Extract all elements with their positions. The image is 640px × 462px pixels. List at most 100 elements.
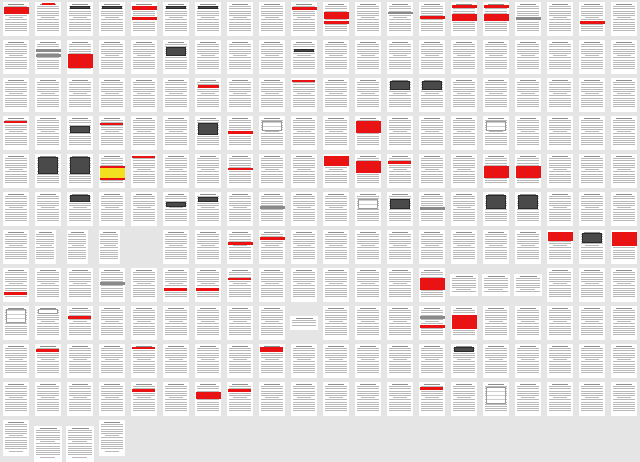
page-thumbnail[interactable] (579, 230, 605, 264)
page-thumbnail[interactable] (611, 382, 637, 416)
page-thumbnail[interactable] (195, 382, 221, 416)
page-thumbnail[interactable] (163, 230, 189, 264)
page-thumbnail[interactable] (99, 268, 125, 302)
page-thumbnail[interactable] (227, 306, 253, 340)
page-thumbnail[interactable] (611, 2, 637, 36)
page-thumbnail[interactable] (419, 2, 445, 36)
page-thumbnail[interactable] (483, 40, 509, 74)
page-thumbnail[interactable] (323, 2, 349, 36)
page-thumbnail[interactable] (227, 192, 253, 226)
page-thumbnail[interactable] (227, 116, 253, 150)
page-thumbnail[interactable] (67, 116, 93, 150)
page-thumbnail[interactable] (195, 116, 221, 150)
page-thumbnail[interactable] (67, 268, 93, 302)
page-thumbnail[interactable] (611, 116, 637, 150)
page-thumbnail[interactable] (291, 40, 317, 74)
page-thumbnail[interactable] (547, 40, 573, 74)
page-thumbnail[interactable] (579, 40, 605, 74)
page-thumbnail[interactable] (291, 382, 317, 416)
page-thumbnail[interactable] (227, 40, 253, 74)
page-thumbnail[interactable] (291, 268, 317, 302)
page-thumbnail[interactable] (355, 344, 381, 378)
page-thumbnail[interactable] (387, 306, 413, 340)
page-thumbnail[interactable] (3, 40, 29, 74)
page-thumbnail[interactable] (259, 382, 285, 416)
page-thumbnail[interactable] (195, 2, 221, 36)
page-thumbnail[interactable] (35, 2, 61, 36)
page-thumbnail[interactable] (3, 382, 29, 416)
page-thumbnail[interactable] (99, 78, 125, 112)
page-thumbnail[interactable] (451, 382, 477, 416)
page-thumbnail[interactable] (163, 344, 189, 378)
page-thumbnail[interactable] (291, 78, 317, 112)
page-thumbnail[interactable] (227, 154, 253, 188)
page-thumbnail[interactable] (579, 306, 605, 340)
page-thumbnail[interactable] (483, 116, 509, 150)
page-thumbnail[interactable] (323, 230, 349, 264)
page-thumbnail[interactable] (99, 154, 125, 188)
page-thumbnail[interactable] (387, 78, 413, 112)
page-thumbnail[interactable] (67, 78, 93, 112)
page-thumbnail[interactable] (547, 78, 573, 112)
page-thumbnail[interactable] (579, 268, 605, 302)
page-thumbnail[interactable] (195, 306, 221, 340)
page-thumbnail[interactable] (419, 116, 445, 150)
page-thumbnail[interactable] (227, 230, 253, 264)
page-thumbnail[interactable] (355, 116, 381, 150)
page-thumbnail[interactable] (579, 154, 605, 188)
page-thumbnail[interactable] (67, 306, 93, 340)
page-thumbnail[interactable] (515, 40, 541, 74)
page-thumbnail[interactable] (99, 230, 120, 264)
page-thumbnail[interactable] (419, 268, 445, 302)
page-thumbnail[interactable] (355, 268, 381, 302)
page-thumbnail[interactable] (35, 268, 61, 302)
page-thumbnail[interactable] (163, 154, 189, 188)
page-thumbnail[interactable] (195, 192, 221, 226)
page-thumbnail[interactable] (579, 192, 605, 226)
page-thumbnail[interactable] (291, 116, 317, 150)
page-thumbnail[interactable] (515, 78, 541, 112)
page-thumbnail[interactable] (515, 192, 541, 226)
page-thumbnail[interactable] (259, 78, 285, 112)
page-thumbnail[interactable] (195, 230, 221, 264)
page-thumbnail[interactable] (67, 344, 93, 378)
page-thumbnail[interactable] (131, 78, 157, 112)
page-thumbnail[interactable] (387, 268, 413, 302)
page-thumbnail[interactable] (195, 154, 221, 188)
page-thumbnail[interactable] (227, 268, 253, 302)
page-thumbnail[interactable] (451, 40, 477, 74)
page-thumbnail[interactable] (387, 154, 413, 188)
page-thumbnail[interactable] (131, 382, 157, 416)
page-thumbnail[interactable] (99, 192, 125, 226)
page-thumbnail[interactable] (195, 78, 221, 112)
page-thumbnail[interactable] (99, 420, 125, 456)
page-thumbnail[interactable] (547, 344, 573, 378)
page-thumbnail[interactable] (579, 382, 605, 416)
page-thumbnail[interactable] (131, 40, 157, 74)
page-thumbnail[interactable] (163, 2, 189, 36)
page-thumbnail[interactable] (195, 344, 221, 378)
page-thumbnail[interactable] (3, 192, 29, 226)
page-thumbnail[interactable] (451, 116, 477, 150)
page-thumbnail[interactable] (227, 344, 253, 378)
page-thumbnail[interactable] (195, 40, 221, 74)
page-thumbnail[interactable] (323, 78, 349, 112)
page-thumbnail[interactable] (163, 192, 189, 226)
page-thumbnail[interactable] (163, 78, 189, 112)
page-thumbnail[interactable] (419, 154, 445, 188)
page-thumbnail[interactable] (387, 116, 413, 150)
page-thumbnail[interactable] (451, 154, 477, 188)
page-thumbnail[interactable] (259, 268, 285, 302)
page-thumbnail[interactable] (355, 192, 381, 226)
page-thumbnail[interactable] (611, 344, 637, 378)
page-thumbnail[interactable] (483, 230, 509, 264)
page-thumbnail[interactable] (259, 344, 285, 378)
page-thumbnail[interactable] (291, 344, 317, 378)
page-thumbnail[interactable] (131, 344, 157, 378)
page-thumbnail[interactable] (163, 382, 189, 416)
page-thumbnail[interactable] (67, 40, 93, 74)
page-thumbnail[interactable] (547, 306, 573, 340)
page-thumbnail[interactable] (35, 40, 61, 74)
page-thumbnail[interactable] (579, 116, 605, 150)
page-thumbnail[interactable] (3, 78, 29, 112)
